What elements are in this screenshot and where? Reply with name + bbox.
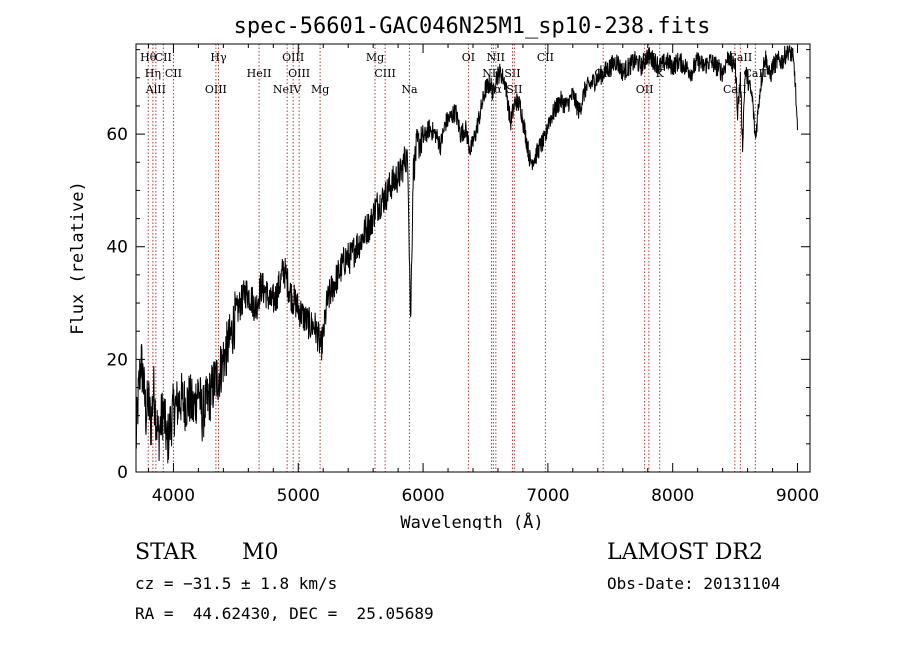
x-tick-label: 7000 — [526, 486, 569, 506]
survey-name: LAMOST DR2 — [607, 540, 763, 565]
y-tick-label: 20 — [106, 350, 128, 370]
x-tick-label: 9000 — [776, 486, 819, 506]
line-label: HeII — [247, 67, 272, 80]
x-tick-label: 5000 — [277, 486, 320, 506]
spectrum-line — [135, 45, 798, 464]
line-label: Mg — [366, 51, 384, 64]
line-label: Mg — [311, 83, 329, 96]
chart-title: spec-56601-GAC046N25M1_sp10-238.fits — [234, 14, 711, 39]
line-label: Na — [401, 83, 418, 96]
object-class: STAR — [135, 540, 196, 565]
line-label: CII — [165, 67, 182, 80]
line-label: NII — [487, 51, 505, 64]
object-subclass: M0 — [242, 540, 279, 565]
line-label: Hθ — [140, 51, 157, 64]
x-tick-label: 4000 — [152, 486, 195, 506]
x-tick-label: 6000 — [401, 486, 444, 506]
line-label: OIII — [282, 51, 304, 64]
y-axis-label: Flux (relative) — [68, 181, 88, 335]
line-label: NeIV — [273, 83, 302, 96]
spectral-line-markers: HθHηAlIICIICIIOIIIHγHeIINeIVOIIIOIIIMgMg… — [140, 44, 767, 472]
line-label: CaII — [729, 51, 753, 64]
line-label: CIII — [374, 67, 395, 80]
axis-ticks: 4000 5000 6000 7000 8000 9000 0 20 40 60 — [106, 44, 819, 506]
observation-date: Obs-Date: 20131104 — [607, 574, 781, 593]
line-label: K — [656, 67, 665, 80]
y-tick-label: 40 — [106, 238, 128, 258]
plot-frame — [135, 43, 811, 473]
line-label: Hγ — [210, 51, 227, 64]
line-label: OIII — [288, 67, 310, 80]
spectrum-chart: spec-56601-GAC046N25M1_sp10-238.fits Hθ H… — [68, 14, 819, 530]
line-label: OIII — [205, 83, 227, 96]
y-tick-label: 0 — [117, 463, 128, 483]
sky-coordinates: RA = 44.62430, DEC = 25.05689 — [135, 604, 434, 623]
line-label: SII — [504, 67, 520, 80]
line-label: CaII — [723, 83, 747, 96]
y-tick-label: 60 — [106, 125, 128, 145]
x-tick-label: 8000 — [651, 486, 694, 506]
line-label: Hη — [145, 67, 161, 80]
line-label: CII — [537, 51, 554, 64]
line-label: OII — [636, 83, 654, 96]
line-label: AlII — [145, 83, 166, 96]
line-label: CII — [155, 51, 172, 64]
x-axis-label: Wavelength (Å) — [400, 511, 543, 530]
line-label: OI — [462, 51, 475, 64]
redshift-velocity: cz = −31.5 ± 1.8 km/s — [135, 574, 338, 593]
line-label: SII — [506, 83, 522, 96]
